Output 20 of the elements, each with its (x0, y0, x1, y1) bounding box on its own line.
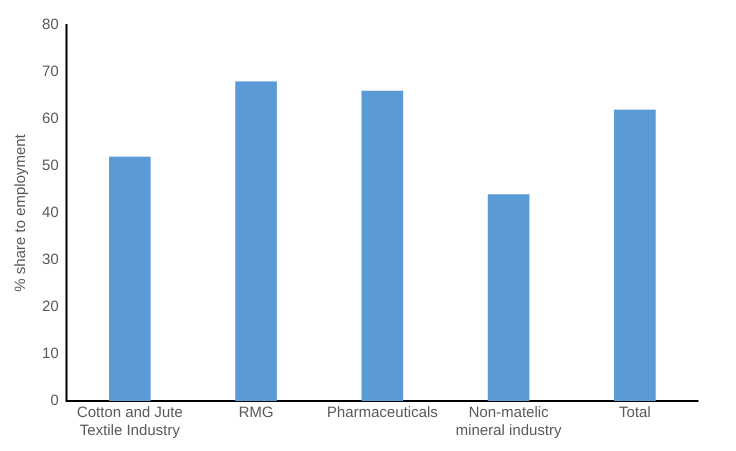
x-tick-label: Cotton and Jute Textile Industry (76, 404, 183, 440)
y-axis-title: % share to employment (12, 133, 30, 292)
x-tick-label: Pharmaceuticals (326, 404, 438, 422)
y-tick-label: 80 (42, 16, 59, 34)
bar (362, 90, 404, 401)
y-tick-label: 60 (42, 110, 59, 128)
y-tick-label: 30 (42, 251, 59, 268)
y-tick-label: 0 (50, 392, 59, 410)
y-tick-label: 40 (42, 204, 59, 222)
x-tick-label: RMG (238, 404, 274, 422)
y-tick-label: 20 (42, 298, 59, 316)
bar (235, 81, 277, 401)
bar (614, 110, 656, 401)
bar (488, 194, 530, 401)
x-tick-label: Non-matelic mineral industry (456, 404, 562, 440)
bar (108, 156, 151, 401)
y-tick-label: 70 (42, 63, 59, 80)
y-tick-label: 10 (42, 345, 59, 362)
x-tick-label: Total (619, 404, 651, 422)
y-tick-label: 50 (42, 157, 59, 174)
